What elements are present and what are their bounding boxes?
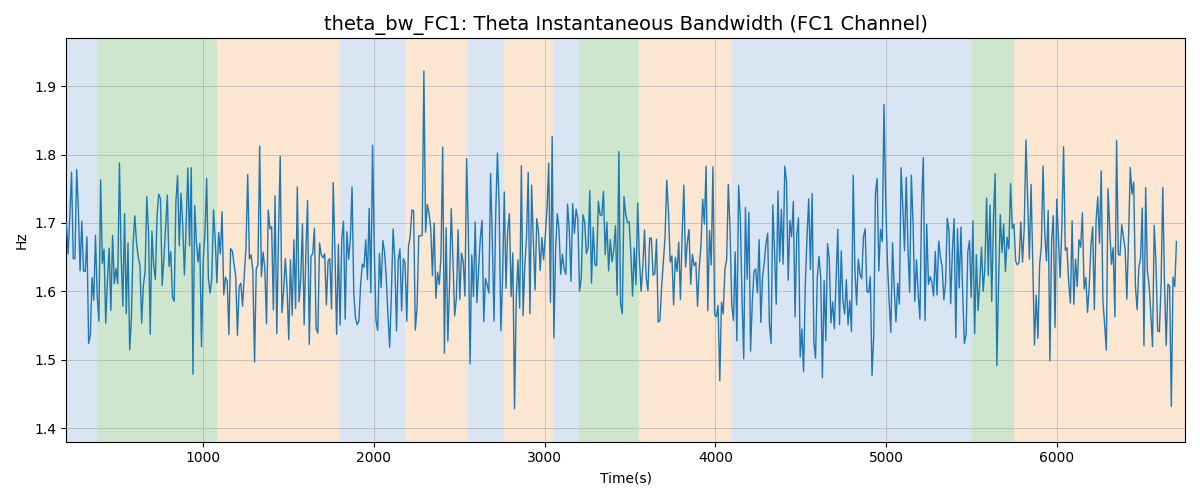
Bar [553, 38, 578, 442]
Bar [468, 38, 504, 442]
Bar [638, 38, 732, 442]
Bar [217, 38, 340, 442]
Bar [504, 38, 553, 442]
X-axis label: Time(s): Time(s) [600, 471, 652, 485]
Bar [578, 38, 638, 442]
Bar [972, 38, 1014, 442]
Bar [340, 38, 404, 442]
Bar [732, 38, 972, 442]
Bar [1014, 38, 1186, 442]
Bar [97, 38, 217, 442]
Bar [404, 38, 468, 442]
Title: theta_bw_FC1: Theta Instantaneous Bandwidth (FC1 Channel): theta_bw_FC1: Theta Instantaneous Bandwi… [324, 15, 928, 35]
Bar [66, 38, 97, 442]
Y-axis label: Hz: Hz [16, 231, 29, 249]
